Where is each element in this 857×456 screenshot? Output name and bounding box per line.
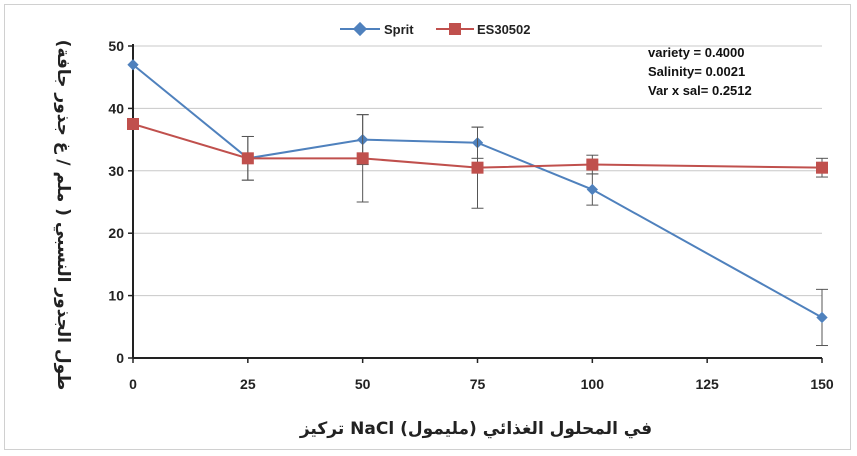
y-tick-labels: 0 10 20 30 40 50 — [108, 38, 124, 366]
x-tick-label-25: 25 — [240, 376, 256, 392]
axes — [128, 44, 823, 363]
y-axis-label: طول الجذور النسبي ( ملم / غ جذور جافة) — [53, 40, 73, 391]
y-tick-label-50: 50 — [108, 38, 124, 54]
point-es30502-0 — [127, 118, 139, 130]
x-tick-label-100: 100 — [581, 376, 605, 392]
annotation-interaction: Var x sal= 0.2512 — [648, 83, 752, 98]
x-tick-label-125: 125 — [695, 376, 719, 392]
annotation-salinity: Salinity= 0.0021 — [648, 64, 745, 79]
series-es30502 — [127, 114, 828, 209]
x-tick-label-0: 0 — [129, 376, 137, 392]
point-sprit-150 — [816, 311, 828, 324]
annotation-box: variety = 0.4000 Salinity= 0.0021 Var x … — [648, 45, 752, 98]
legend-marker-es30502 — [449, 23, 461, 35]
x-axis-label: تركيز NaCl في المحلول الغذائي (مليمول) — [299, 419, 652, 439]
y-tick-label-0: 0 — [116, 350, 124, 366]
point-es30502-100 — [586, 158, 599, 171]
point-es30502-150 — [816, 161, 828, 174]
series-line-sprit — [132, 63, 823, 319]
x-tick-label-150: 150 — [810, 376, 834, 392]
point-es30502-50 — [356, 152, 369, 165]
y-tick-label-30: 30 — [108, 163, 124, 179]
y-tick-label-10: 10 — [108, 288, 124, 304]
point-sprit-100 — [586, 183, 598, 196]
point-es30502-75 — [471, 161, 484, 174]
legend-label-es30502: ES30502 — [477, 22, 531, 37]
x-tick-labels: 0 25 50 75 100 125 150 — [129, 376, 834, 392]
y-tick-label-40: 40 — [108, 100, 124, 116]
annotation-variety: variety = 0.4000 — [648, 45, 745, 60]
chart-frame — [4, 4, 851, 450]
x-tick-label-50: 50 — [355, 376, 371, 392]
legend-label-sprit: Sprit — [384, 22, 414, 37]
x-tick-label-75: 75 — [470, 376, 486, 392]
y-tick-label-20: 20 — [108, 225, 124, 241]
series-layer — [127, 59, 828, 347]
legend-marker-sprit — [352, 21, 368, 37]
point-es30502-25 — [241, 152, 254, 165]
series-line-es30502 — [132, 123, 823, 169]
legend: Sprit ES30502 — [340, 21, 531, 37]
